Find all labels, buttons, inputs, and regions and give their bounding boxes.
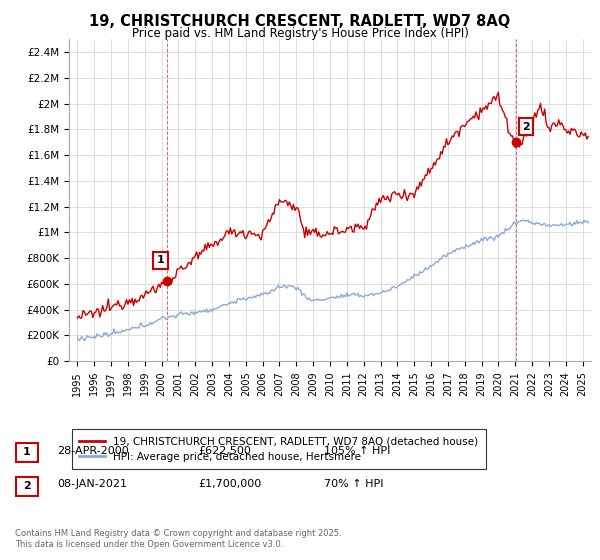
Text: Price paid vs. HM Land Registry's House Price Index (HPI): Price paid vs. HM Land Registry's House … (131, 27, 469, 40)
Text: £1,700,000: £1,700,000 (198, 479, 261, 489)
Text: 2: 2 (522, 122, 530, 132)
Text: 105% ↑ HPI: 105% ↑ HPI (324, 446, 391, 456)
Text: 2: 2 (23, 481, 31, 491)
Text: 08-JAN-2021: 08-JAN-2021 (57, 479, 127, 489)
Legend: 19, CHRISTCHURCH CRESCENT, RADLETT, WD7 8AQ (detached house), HPI: Average price: 19, CHRISTCHURCH CRESCENT, RADLETT, WD7 … (71, 429, 485, 469)
Text: £622,500: £622,500 (198, 446, 251, 456)
Text: 19, CHRISTCHURCH CRESCENT, RADLETT, WD7 8AQ: 19, CHRISTCHURCH CRESCENT, RADLETT, WD7 … (89, 14, 511, 29)
Text: 1: 1 (23, 447, 31, 458)
Text: 1: 1 (157, 255, 164, 265)
FancyBboxPatch shape (16, 443, 38, 462)
Text: Contains HM Land Registry data © Crown copyright and database right 2025.
This d: Contains HM Land Registry data © Crown c… (15, 529, 341, 549)
Text: 70% ↑ HPI: 70% ↑ HPI (324, 479, 383, 489)
Text: 28-APR-2000: 28-APR-2000 (57, 446, 129, 456)
FancyBboxPatch shape (16, 477, 38, 496)
